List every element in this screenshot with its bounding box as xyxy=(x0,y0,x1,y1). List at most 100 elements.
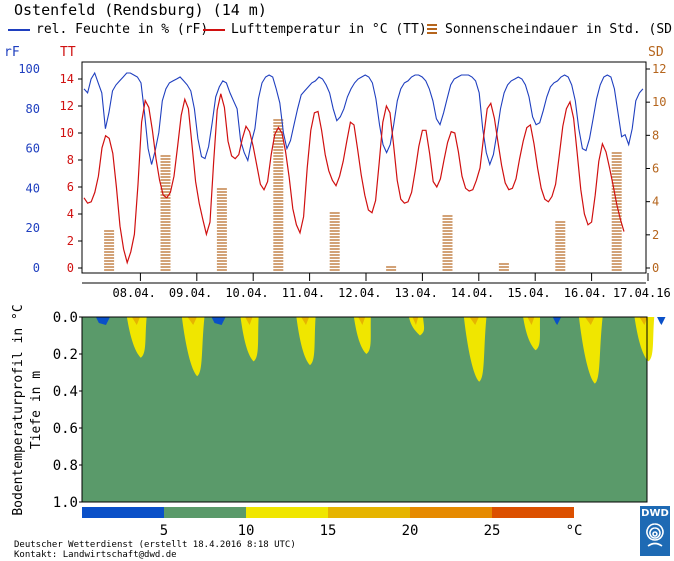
humidity-tick-label: 40 xyxy=(26,181,40,195)
sunshine-tick-label: 8 xyxy=(652,128,659,142)
soil-warm-plume-core xyxy=(187,317,197,325)
sunshine-bar xyxy=(386,266,397,271)
soil-cold-patch xyxy=(657,317,666,325)
colorbar-segment xyxy=(164,507,246,518)
temperature-tick-label: 0 xyxy=(67,261,74,275)
temperature-tick-label: 12 xyxy=(60,99,74,113)
day-label: 11.04. xyxy=(282,286,325,300)
axis-label-rF: rF xyxy=(4,45,20,60)
soil-plot-frame xyxy=(81,316,648,503)
footer: Deutscher Wetterdienst (erstellt 18.4.20… xyxy=(14,540,296,560)
soil-ylabel-line2: Tiefe in m xyxy=(29,371,44,449)
day-label: 12.04. xyxy=(338,286,381,300)
colorbar-tick-label: 10 xyxy=(238,523,255,539)
temperature-tick-label: 14 xyxy=(60,72,74,86)
humidity-tick-label: 80 xyxy=(26,102,40,116)
depth-tick-label: 0.4 xyxy=(53,384,78,400)
sunshine-tick-label: 0 xyxy=(652,261,659,275)
day-label: 14.04. xyxy=(451,286,494,300)
humidity-tick-label: 0 xyxy=(33,261,40,275)
humidity-tick-label: 100 xyxy=(18,62,40,76)
sunshine-bar xyxy=(498,263,509,271)
dwd-swirl-icon xyxy=(646,523,664,547)
colorbar-tick-label: 20 xyxy=(402,523,419,539)
soil-warm-plume xyxy=(296,317,316,366)
temperature-tick-label: 8 xyxy=(67,153,74,167)
footer-credit: Deutscher Wetterdienst (erstellt 18.4.20… xyxy=(14,540,296,550)
temperature-series-line xyxy=(83,93,625,265)
depth-tick-label: 1.0 xyxy=(53,495,78,511)
day-label: 16.04. xyxy=(564,286,607,300)
soil-warm-plume xyxy=(353,317,371,354)
sunshine-tick-label: 12 xyxy=(652,62,666,76)
colorbar-tick-label: 25 xyxy=(484,523,501,539)
dwd-logo: DWD xyxy=(640,506,670,556)
temperature-tick-label: 6 xyxy=(67,180,74,194)
station-title: Ostenfeld (Rendsburg) (14 m) xyxy=(14,1,267,19)
soil-cold-patch xyxy=(211,317,226,325)
temperature-tick-label: 4 xyxy=(67,207,74,221)
legend-humidity: rel. Feuchte in % (rF) xyxy=(8,22,208,37)
soil-cold-patch xyxy=(552,317,562,325)
legend-sunshine-label: Sonnenscheindauer in Std. (SD) xyxy=(445,22,674,37)
sunshine-tick-label: 10 xyxy=(652,95,666,109)
soil-warm-plume xyxy=(634,317,655,362)
axis-label-TT: TT xyxy=(60,45,76,60)
colorbar-segment xyxy=(410,507,492,518)
soil-warm-plume-core xyxy=(639,317,648,325)
depth-tick-label: 0.6 xyxy=(53,421,78,437)
day-label: 15.04. xyxy=(507,286,550,300)
temperature-tick-label: 2 xyxy=(67,234,74,248)
sunshine-bar xyxy=(611,152,622,271)
axis-label-SD: SD xyxy=(648,45,664,60)
legend-humidity-label: rel. Feuchte in % (rF) xyxy=(36,22,209,37)
sunshine-tick-label: 4 xyxy=(652,195,659,209)
humidity-series-line xyxy=(83,71,644,167)
soil-warm-plume xyxy=(126,317,147,358)
sunshine-bar-swatch xyxy=(427,23,437,36)
colorbar-tick-label: 15 xyxy=(320,523,337,539)
sunshine-bar xyxy=(104,230,115,271)
soil-warm-plume xyxy=(578,317,603,384)
sunshine-bar xyxy=(216,188,227,271)
legend-sunshine: Sonnenscheindauer in Std. (SD) xyxy=(427,22,674,37)
humidity-tick-label: 20 xyxy=(26,221,40,235)
soil-ylabel-line1: Bodentemperaturprofil in °C xyxy=(11,304,26,515)
soil-warm-plume-core xyxy=(301,317,310,325)
day-label: 17.04.16 xyxy=(613,286,671,300)
soil-warm-plume-core xyxy=(469,317,479,325)
temperature-line-swatch xyxy=(203,28,225,31)
colorbar-tick-label: 5 xyxy=(160,523,168,539)
chart-header: Ostenfeld (Rendsburg) (14 m) rel. Feucht… xyxy=(0,0,674,44)
day-label: 13.04. xyxy=(395,286,438,300)
sunshine-bar xyxy=(442,215,453,271)
soil-warm-plume-core xyxy=(584,317,595,325)
soil-warm-plume xyxy=(463,317,487,382)
soil-warm-plume-core xyxy=(358,317,366,325)
day-label: 10.04. xyxy=(225,286,268,300)
soil-warm-plume xyxy=(181,317,205,377)
sunshine-bar xyxy=(273,119,284,271)
sunshine-bar xyxy=(555,221,566,271)
humidity-tick-label: 60 xyxy=(26,142,40,156)
soil-cold-patch xyxy=(95,317,110,325)
depth-tick-label: 0.0 xyxy=(53,310,78,326)
soil-warm-plume-core xyxy=(412,317,419,325)
soil-warm-plume xyxy=(408,317,425,336)
soil-warm-plume-core xyxy=(527,317,535,325)
sunshine-tick-label: 2 xyxy=(652,228,659,242)
day-label: 08.04. xyxy=(113,286,156,300)
sunshine-tick-label: 6 xyxy=(652,162,659,176)
legend-temperature: Lufttemperatur in °C (TT) xyxy=(203,22,427,37)
dwd-logo-text: DWD xyxy=(641,508,669,519)
colorbar-segment xyxy=(328,507,410,518)
colorbar-segment xyxy=(492,507,574,518)
sunshine-bar xyxy=(329,212,340,271)
depth-tick-label: 0.8 xyxy=(53,458,78,474)
soil-warm-plume xyxy=(240,317,259,362)
legend-temperature-label: Lufttemperatur in °C (TT) xyxy=(231,22,427,37)
soil-warm-plume-core xyxy=(245,317,253,325)
colorbar-segment xyxy=(246,507,328,518)
